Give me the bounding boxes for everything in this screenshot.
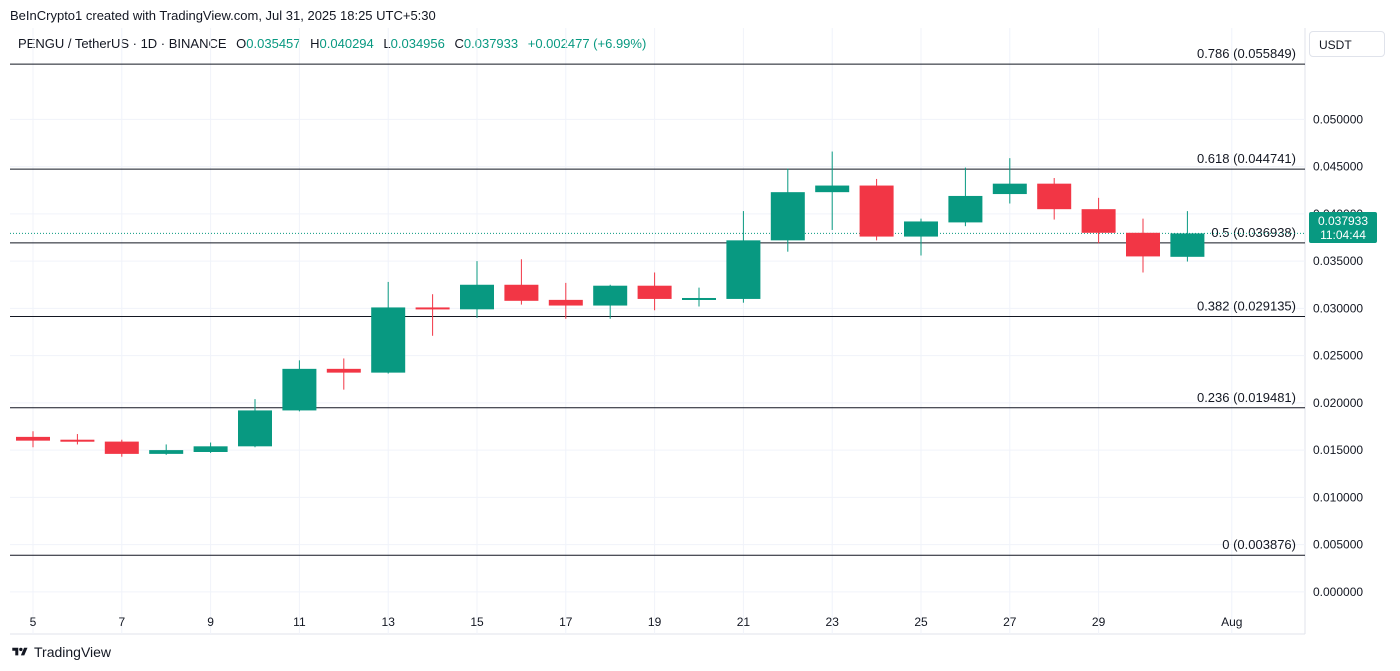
price-tick-label: 0.015000	[1313, 443, 1363, 457]
price-tick-label: 0.035000	[1313, 254, 1363, 268]
high-value: 0.040294	[319, 36, 374, 51]
time-tick-label: 19	[648, 615, 662, 629]
price-tick-label: 0.025000	[1313, 349, 1363, 363]
time-tick-label: 11	[293, 615, 306, 629]
time-tick-label: 23	[826, 615, 840, 629]
candle-body	[193, 446, 228, 452]
time-axis[interactable]: 5 7 9 11 13 15 17 19 21 23 25 27 29 Aug	[30, 615, 1243, 629]
fib-level-label: 0.786 (0.055849)	[1197, 46, 1296, 61]
time-tick-label: 29	[1092, 615, 1106, 629]
fib-level-label: 0.236 (0.019481)	[1197, 390, 1296, 405]
candle-body	[238, 410, 272, 447]
price-tick-label: 0.000000	[1313, 585, 1363, 599]
fib-level-label: 0.5 (0.036938)	[1211, 225, 1296, 240]
last-price-tag: 0.037933 11:04:44	[1309, 212, 1377, 243]
time-tick-label: 13	[382, 615, 396, 629]
fib-level-label: 0.382 (0.029135)	[1197, 299, 1296, 314]
tradingview-logo-icon	[12, 647, 28, 656]
candle-body	[326, 368, 361, 373]
candle-body	[682, 297, 716, 300]
footer-brand-text: TradingView	[34, 644, 112, 660]
candle-body	[548, 299, 583, 306]
candle-body	[371, 307, 406, 373]
price-tick-label: 0.030000	[1313, 301, 1363, 315]
currency-button[interactable]: USDT	[1309, 31, 1385, 57]
fib-level-label: 0 (0.003876)	[1222, 537, 1296, 552]
price-tick-label: 0.005000	[1313, 538, 1363, 552]
price-tick-label: 0.050000	[1313, 112, 1363, 126]
bar-countdown: 11:04:44	[1320, 228, 1366, 242]
price-tick-label: 0.045000	[1313, 160, 1363, 174]
candle-body	[60, 439, 95, 442]
time-tick-label: Aug	[1221, 615, 1242, 629]
price-tick-label: 0.020000	[1313, 396, 1363, 410]
footer-brand[interactable]: TradingView	[10, 644, 111, 660]
time-tick-label: 17	[559, 615, 573, 629]
low-value: 0.034956	[390, 36, 445, 51]
low-label: L	[383, 36, 391, 51]
time-tick-label: 7	[118, 615, 125, 629]
chart-credit: BeInCrypto1 created with TradingView.com…	[10, 8, 436, 23]
candle-body	[593, 285, 628, 306]
candle-body	[904, 221, 938, 237]
candle-body	[1081, 209, 1116, 233]
candle-body	[815, 185, 850, 193]
candle-body	[16, 436, 50, 441]
time-tick-label: 9	[207, 615, 214, 629]
candle-body	[1037, 183, 1072, 210]
candle-body	[104, 441, 139, 454]
candle-body	[149, 450, 184, 454]
fib-levels: 0.786 (0.055849) 0.618 (0.044741) 0.5 (0.0…	[10, 46, 1305, 556]
candle-body	[415, 307, 450, 310]
candle-body	[770, 192, 805, 241]
candle-body	[460, 284, 494, 310]
candle-body	[504, 284, 539, 301]
candle-body	[1126, 232, 1160, 257]
candle-body	[992, 183, 1027, 195]
open-value: 0.035457	[246, 36, 301, 51]
open-label: O	[236, 36, 247, 51]
time-tick-label: 15	[470, 615, 484, 629]
fib-level-label: 0.618 (0.044741)	[1197, 151, 1296, 166]
price-tick-label: 0.010000	[1313, 490, 1363, 504]
close-label: C	[454, 36, 464, 51]
candle-body	[859, 185, 894, 237]
candle-body	[1170, 233, 1205, 257]
high-label: H	[310, 36, 320, 51]
time-tick-label: 21	[737, 615, 751, 629]
last-price-value: 0.037933	[1317, 214, 1369, 228]
time-tick-label: 25	[914, 615, 928, 629]
price-axis[interactable]: 0.000000 0.005000 0.010000 0.015000 0.020000…	[1313, 112, 1363, 598]
candle-body	[282, 368, 317, 411]
candle-body	[637, 285, 672, 299]
candle-body	[726, 240, 761, 299]
time-tick-label: 27	[1003, 615, 1017, 629]
grid-lines	[10, 28, 1306, 635]
change-value: +0.002477 (+6.99%)	[527, 36, 647, 51]
time-tick-label: 5	[30, 615, 37, 629]
candle-body	[948, 195, 983, 223]
candles	[16, 151, 1205, 457]
